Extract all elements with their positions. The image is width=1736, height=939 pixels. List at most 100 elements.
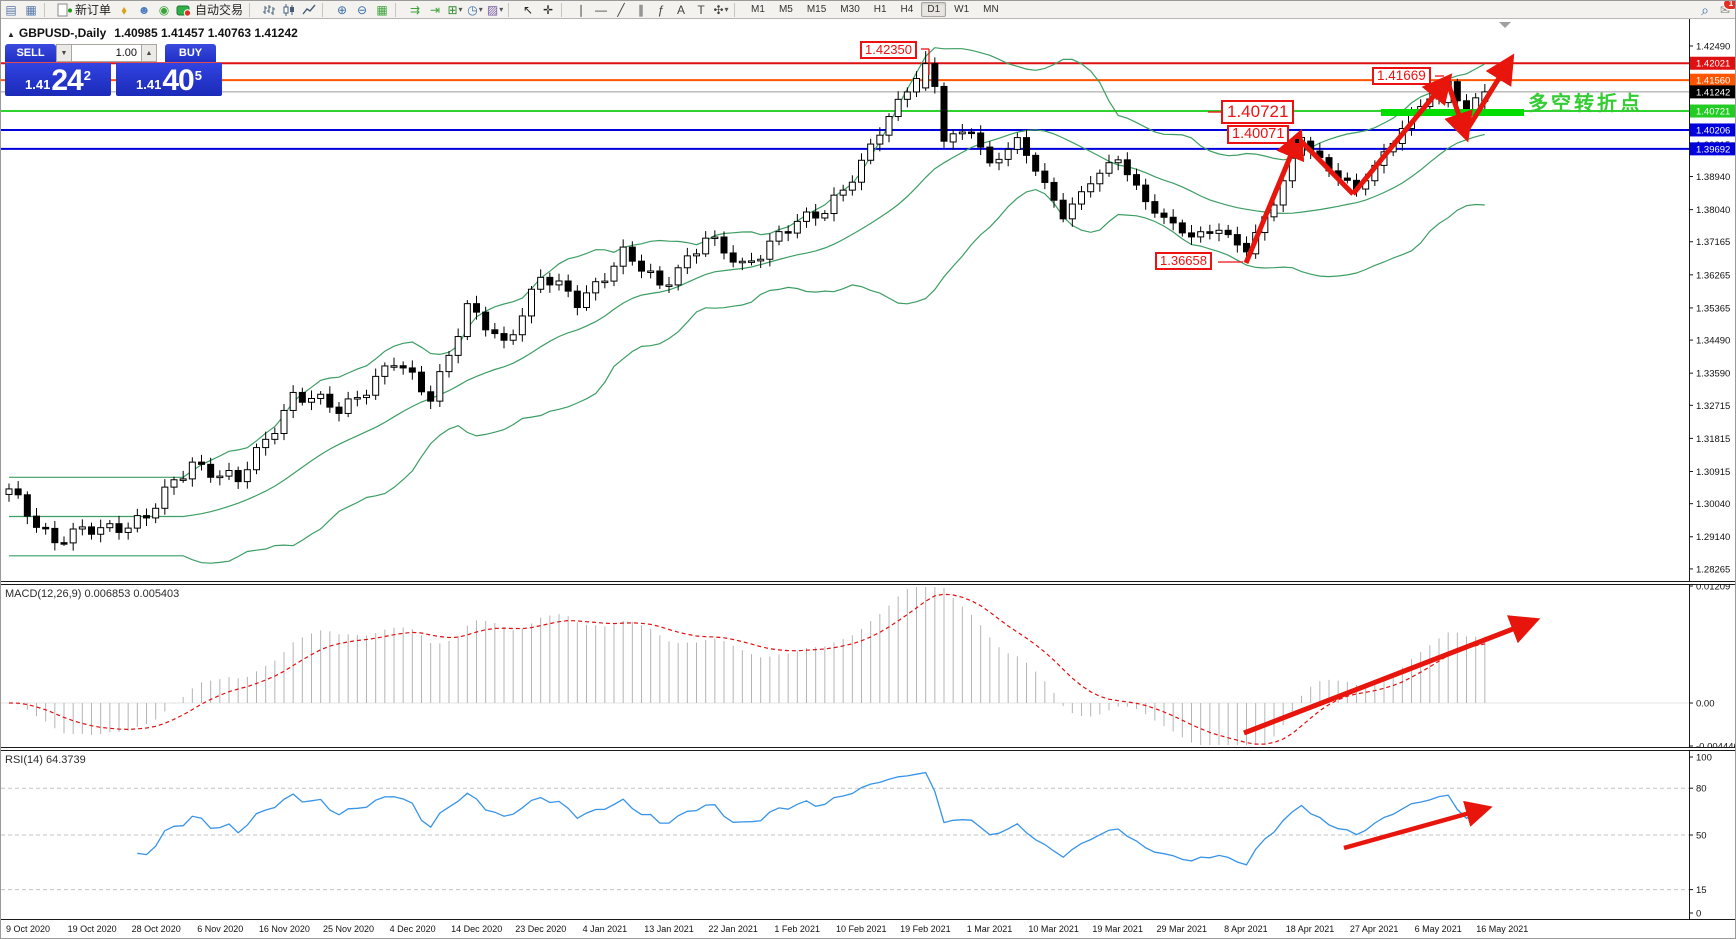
new-order-button[interactable] bbox=[55, 2, 73, 18]
metaeditor-icon[interactable]: ⬧ bbox=[121, 2, 127, 17]
volume-decrease-button[interactable]: ▼ bbox=[56, 44, 72, 62]
sell-button[interactable]: SELL bbox=[5, 44, 56, 62]
community-icon[interactable]: ☻ bbox=[137, 2, 151, 17]
date-tick-label: 4 Jan 2021 bbox=[582, 924, 628, 934]
svg-text:0.00: 0.00 bbox=[1696, 699, 1715, 710]
timeframe-mn-button[interactable]: MN bbox=[983, 4, 999, 15]
svg-text:1.31815: 1.31815 bbox=[1696, 434, 1730, 445]
templates-button[interactable]: ▨ ▾ bbox=[486, 2, 504, 17]
fibonacci-button[interactable]: ƒ bbox=[657, 2, 665, 17]
svg-text:1.38040: 1.38040 bbox=[1696, 205, 1730, 216]
channel-button[interactable]: ∥ bbox=[638, 2, 645, 17]
bar-chart-button[interactable] bbox=[260, 2, 278, 18]
timeframe-m1-button[interactable]: M1 bbox=[751, 4, 765, 15]
timeframe-m30-button[interactable]: M30 bbox=[840, 4, 860, 15]
date-tick-label: 10 Feb 2021 bbox=[836, 924, 887, 934]
price-label-136658[interactable]: 1.36658 bbox=[1155, 252, 1212, 270]
arrows-button[interactable]: ✣ ▾ bbox=[713, 2, 729, 17]
text-label-button[interactable]: T bbox=[697, 2, 705, 17]
date-tick-label: 14 Dec 2020 bbox=[451, 924, 503, 934]
autotrading-button[interactable] bbox=[175, 2, 193, 18]
new-order-button-label[interactable]: 新订单 bbox=[75, 3, 112, 17]
cursor-button[interactable]: ↖ bbox=[523, 2, 534, 17]
tile-windows-button[interactable]: ▦ bbox=[376, 2, 388, 17]
chart-title: ▲ GBPUSD-,Daily 1.40985 1.41457 1.40763 1.… bbox=[7, 26, 298, 40]
buy-button[interactable]: BUY bbox=[165, 44, 216, 62]
one-click-trading-panel: SELL ▼ 1.00 ▲ BUY 1.41 24 2 1.41 40 5 bbox=[5, 44, 225, 96]
macd-canvas[interactable]: 0.01209 0.00 -0.004446 bbox=[1, 585, 1736, 747]
data-window-icon[interactable]: ▦ bbox=[25, 2, 37, 17]
market-watch-icon[interactable]: ▤ bbox=[5, 2, 17, 17]
date-tick-label: 19 Oct 2020 bbox=[67, 924, 117, 934]
auto-scroll-button[interactable]: ⇉ bbox=[410, 2, 421, 17]
volume-input[interactable]: 1.00 bbox=[72, 44, 141, 62]
rsi-header: RSI(14) 64.3739 bbox=[5, 754, 86, 766]
notifications-icon[interactable]: ✉ 1 bbox=[1716, 1, 1735, 18]
dropdown-arrow-icon[interactable]: ▾ bbox=[499, 4, 504, 14]
timeframe-h4-button[interactable]: H4 bbox=[900, 4, 914, 15]
svg-text:1.41242: 1.41242 bbox=[1696, 87, 1730, 98]
svg-text:1.36265: 1.36265 bbox=[1696, 270, 1730, 281]
indicators-button[interactable]: ⊞ ▾ bbox=[447, 2, 463, 17]
dropdown-arrow-icon[interactable]: ▾ bbox=[478, 4, 483, 14]
svg-text:0.01209: 0.01209 bbox=[1696, 585, 1730, 593]
toolbar-separator bbox=[322, 2, 329, 17]
timeframe-m15-button[interactable]: M15 bbox=[806, 4, 827, 15]
zoom-in-button[interactable]: ⊕ bbox=[337, 2, 348, 17]
vertical-line-button[interactable]: ❘ bbox=[576, 2, 587, 17]
toolbar-separator bbox=[508, 2, 515, 17]
collapse-icon[interactable]: ▲ bbox=[7, 30, 15, 39]
svg-text:15: 15 bbox=[1696, 885, 1707, 896]
periods-button[interactable]: ◷ ▾ bbox=[467, 2, 483, 17]
svg-text:1.40206: 1.40206 bbox=[1696, 125, 1730, 136]
candlestick-chart-button[interactable] bbox=[280, 2, 298, 18]
svg-text:1.33590: 1.33590 bbox=[1696, 369, 1730, 380]
rsi-canvas[interactable]: 100 80 50 15 0 bbox=[1, 751, 1736, 919]
signals-icon[interactable]: ◉ bbox=[158, 2, 170, 17]
timeframe-w1-button[interactable]: W1 bbox=[954, 4, 970, 15]
svg-text:1.39692: 1.39692 bbox=[1696, 144, 1730, 155]
svg-text:1.40721: 1.40721 bbox=[1696, 107, 1730, 118]
timeframe-d1-button[interactable]: D1 bbox=[921, 2, 947, 17]
panel-splitter[interactable] bbox=[1, 581, 1735, 585]
toolbar-separator bbox=[734, 2, 741, 17]
sell-price-box[interactable]: 1.41 24 2 bbox=[5, 63, 111, 96]
price-label-140721[interactable]: 1.40721 bbox=[1221, 100, 1295, 124]
svg-text:1.28265: 1.28265 bbox=[1696, 564, 1730, 575]
svg-text:1.37165: 1.37165 bbox=[1696, 237, 1730, 248]
svg-text:1.30915: 1.30915 bbox=[1696, 467, 1730, 478]
svg-text:1.35365: 1.35365 bbox=[1696, 303, 1730, 314]
buy-price-pips: 40 bbox=[162, 64, 194, 97]
date-tick-label: 13 Jan 2021 bbox=[644, 924, 694, 934]
panel-splitter[interactable] bbox=[1, 747, 1735, 751]
toolbar-separator bbox=[249, 2, 256, 17]
buy-price-box[interactable]: 1.41 40 5 bbox=[116, 63, 222, 96]
main-chart-panel[interactable]: 1.398151.424901.389401.380401.371651.362… bbox=[1, 19, 1736, 581]
volume-increase-button[interactable]: ▲ bbox=[141, 44, 157, 62]
date-tick-label: 1 Feb 2021 bbox=[774, 924, 820, 934]
dropdown-arrow-icon[interactable]: ▾ bbox=[724, 4, 729, 14]
trendline-button[interactable]: ╱ bbox=[617, 2, 625, 17]
price-label-141669[interactable]: 1.41669 bbox=[1372, 67, 1431, 86]
macd-panel[interactable]: 0.01209 0.00 -0.004446 MACD(12,26,9) 0.006… bbox=[1, 585, 1736, 747]
zoom-out-button[interactable]: ⊖ bbox=[357, 2, 368, 17]
line-chart-button[interactable] bbox=[300, 2, 318, 18]
autotrading-button-label[interactable]: 自动交易 bbox=[195, 3, 244, 17]
search-icon[interactable]: ⌕ bbox=[1701, 1, 1709, 18]
price-label-142350[interactable]: 1.42350 bbox=[860, 41, 917, 59]
date-tick-label: 6 Nov 2020 bbox=[197, 924, 244, 934]
dropdown-arrow-icon[interactable]: ▾ bbox=[458, 4, 463, 14]
sell-price-prefix: 1.41 bbox=[25, 77, 51, 92]
timeframe-m5-button[interactable]: M5 bbox=[778, 4, 793, 15]
rsi-panel[interactable]: 100 80 50 15 0 RSI(14) 64.3739 bbox=[1, 751, 1736, 919]
text-button[interactable]: A bbox=[677, 2, 686, 17]
crosshair-button[interactable]: ✛ bbox=[543, 2, 554, 17]
horizontal-line-button[interactable]: ― bbox=[595, 2, 608, 17]
date-tick-label: 19 Mar 2021 bbox=[1092, 924, 1143, 934]
sell-price-point: 2 bbox=[83, 68, 91, 83]
price-label-140071[interactable]: 1.40071 bbox=[1227, 125, 1290, 145]
chart-shift-button[interactable]: ⇥ bbox=[430, 2, 441, 17]
price-chart-canvas[interactable]: 1.398151.424901.389401.380401.371651.362… bbox=[1, 19, 1736, 581]
timeframe-h1-button[interactable]: H1 bbox=[873, 4, 887, 15]
